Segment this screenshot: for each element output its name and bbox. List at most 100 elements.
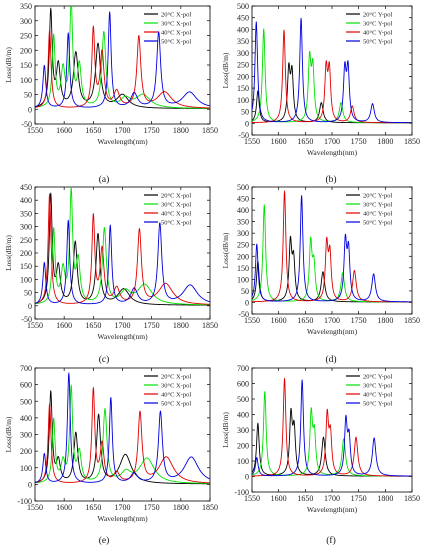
x-tick-label: 1750 <box>144 321 160 330</box>
x-tick-label: 1800 <box>173 321 189 330</box>
x-axis-label: Wavelength(nm) <box>97 332 148 341</box>
x-tick-label: 1700 <box>115 503 131 512</box>
series-lines <box>252 17 412 124</box>
legend-label: 40°C X-pol <box>161 211 191 218</box>
y-tick-label: 50 <box>24 91 32 100</box>
x-tick-label: 1850 <box>202 503 218 512</box>
x-tick-label: 1550 <box>27 126 43 135</box>
series-lines <box>252 377 412 477</box>
series-line <box>35 193 210 305</box>
y-axis-label: Loss(dB/m) <box>4 235 13 271</box>
y-tick-label: -50 <box>238 310 249 319</box>
chart-panel-1: 1550 1600 1650 1700 1750 1800 1850 -50 0 50 100 150… <box>4 2 218 185</box>
y-tick-label: 350 <box>237 218 249 227</box>
y-tick-label: 300 <box>20 17 32 26</box>
series-line <box>252 29 412 124</box>
legend: 20°C X-pol 30°C X-pol 40°C X-pol 50°C X-pol <box>144 193 191 227</box>
legend-label: 30°C Y-pol <box>363 21 392 28</box>
y-tick-label: 400 <box>237 206 249 215</box>
x-tick-label: 1700 <box>324 316 340 325</box>
y-tick-label: 250 <box>237 61 249 70</box>
x-tick-label: 1550 <box>244 137 260 146</box>
y-tick-label: 300 <box>20 431 32 440</box>
series-line <box>252 235 412 303</box>
series-line <box>35 187 210 306</box>
y-tick-label: 300 <box>237 49 249 58</box>
x-tick-label: 1600 <box>271 494 287 503</box>
y-tick-label: 400 <box>237 411 249 420</box>
y-tick-label: 300 <box>237 229 249 238</box>
y-tick-label: 150 <box>237 84 249 93</box>
y-tick-label: 700 <box>20 364 32 373</box>
y-tick-label: 450 <box>237 14 249 23</box>
y-tick-label: 150 <box>20 61 32 70</box>
y-tick-label: 500 <box>20 397 32 406</box>
legend-label: 30°C Y-pol <box>363 383 392 390</box>
x-tick-label: 1600 <box>56 126 72 135</box>
y-tick-label: -100 <box>234 488 249 497</box>
y-tick-label: 450 <box>20 183 32 192</box>
series-line <box>35 11 210 108</box>
x-tick-label: 1850 <box>202 126 218 135</box>
y-tick-label: 200 <box>237 252 249 261</box>
y-tick-label: 0 <box>245 119 249 128</box>
y-tick-label: 100 <box>20 275 32 284</box>
legend-label: 30°C X-pol <box>161 383 191 390</box>
y-tick-label: 250 <box>237 241 249 250</box>
x-tick-label: 1600 <box>56 321 72 330</box>
y-tick-label: 50 <box>241 108 249 117</box>
x-tick-label: 1750 <box>351 137 367 146</box>
y-tick-label: 300 <box>20 223 32 232</box>
chart-panel-2: 1550 1600 1650 1700 1750 1800 1850 -50 0 50 100 150… <box>221 2 420 185</box>
series-lines <box>35 372 210 485</box>
x-tick-label: 1550 <box>244 316 260 325</box>
legend-label: 50°C Y-pol <box>363 220 392 227</box>
x-tick-label: 1800 <box>377 316 393 325</box>
x-tick-label: 1650 <box>297 494 313 503</box>
legend-label: 30°C X-pol <box>161 202 191 209</box>
panel-label: (c) <box>99 354 110 365</box>
chart-panel-5: 1550 1600 1650 1700 1750 1800 1850 -100 0 100 200 3… <box>4 364 218 546</box>
y-axis-label: Loss(dB/m) <box>221 52 230 88</box>
y-tick-label: 0 <box>245 298 249 307</box>
x-tick-label: 1700 <box>115 321 131 330</box>
x-axis-label: Wavelength(nm) <box>97 137 148 146</box>
y-tick-label: 450 <box>237 195 249 204</box>
x-axis-label: Wavelength(nm) <box>307 505 358 514</box>
panel-label: (d) <box>325 354 336 365</box>
x-tick-label: 1700 <box>324 137 340 146</box>
legend: 20°C X-pol 30°C X-pol 40°C X-pol 50°C X-pol <box>144 12 191 46</box>
legend-label: 40°C X-pol <box>161 30 191 37</box>
x-tick-label: 1850 <box>404 137 420 146</box>
series-line <box>252 195 412 303</box>
y-tick-label: 600 <box>20 381 32 390</box>
series-line <box>252 379 412 477</box>
y-tick-label: 0 <box>28 105 32 114</box>
y-tick-label: 400 <box>20 196 32 205</box>
x-tick-label: 1600 <box>271 316 287 325</box>
legend-label: 40°C Y-pol <box>363 30 392 37</box>
legend-label: 50°C X-pol <box>161 401 191 408</box>
series-line <box>35 219 210 305</box>
y-tick-label: 50 <box>24 289 32 298</box>
y-tick-label: -50 <box>238 131 249 140</box>
x-tick-label: 1650 <box>85 126 101 135</box>
x-tick-label: 1800 <box>377 137 393 146</box>
legend-label: 20°C X-pol <box>161 193 191 200</box>
legend-label: 50°C X-pol <box>161 220 191 227</box>
x-tick-label: 1550 <box>27 503 43 512</box>
series-lines <box>252 190 412 303</box>
panel-label: (e) <box>99 535 110 546</box>
legend-label: 20°C Y-pol <box>363 193 392 200</box>
y-tick-label: 100 <box>237 96 249 105</box>
series-lines <box>35 187 210 306</box>
legend: 20°C Y-pol 30°C Y-pol 40°C Y-pol 50°C Y-pol <box>346 374 392 408</box>
legend-label: 20°C Y-pol <box>363 12 392 19</box>
y-tick-label: 0 <box>28 302 32 311</box>
x-tick-label: 1700 <box>115 126 131 135</box>
x-tick-label: 1650 <box>297 137 313 146</box>
y-tick-label: 700 <box>237 364 249 373</box>
y-tick-label: 350 <box>20 209 32 218</box>
x-tick-label: 1650 <box>297 316 313 325</box>
